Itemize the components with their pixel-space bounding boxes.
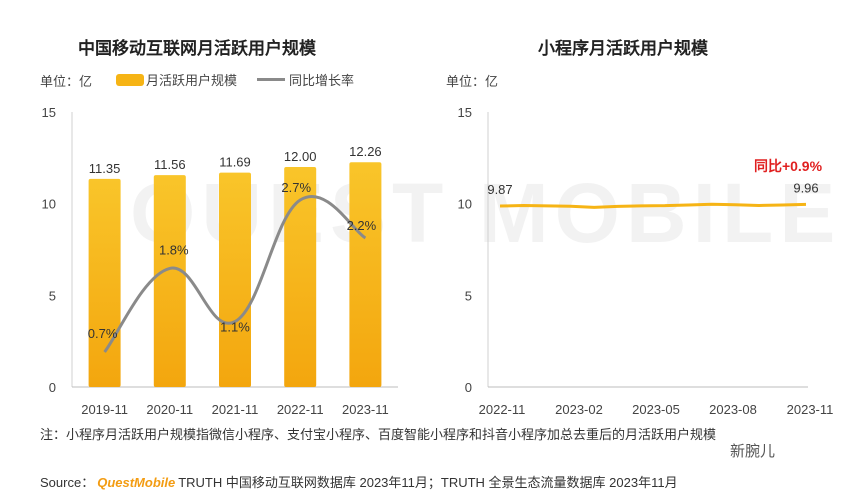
left-chart-legend: 月活跃用户规模 同比增长率 — [116, 70, 354, 89]
legend-line-label: 同比增长率 — [289, 73, 355, 88]
right-x-tick-label: 2023-11 — [787, 402, 834, 417]
left-y-tick-label: 5 — [49, 288, 56, 303]
bar — [349, 162, 382, 387]
left-y-tick-label: 15 — [42, 105, 56, 120]
left-y-tick-label: 0 — [49, 380, 56, 395]
right-x-tick-label: 2023-02 — [555, 402, 603, 417]
legend-bar-swatch — [116, 73, 144, 86]
source-prefix: Source： — [40, 475, 95, 490]
corner-watermark: 新腕儿 — [730, 443, 776, 460]
growth-rate-line — [103, 195, 367, 353]
legend-bar-label: 月活跃用户规模 — [146, 73, 238, 88]
right-x-tick-label: 2023-08 — [709, 402, 757, 417]
chart-note: 注：小程序月活跃用户规模指微信小程序、支付宝小程序、百度智能小程序和抖音小程序加… — [40, 427, 717, 442]
bar-value-label: 12.00 — [284, 149, 317, 164]
right-y-tick-label: 5 — [465, 288, 472, 303]
source-line: Source： QuestMobile TRUTH 中国移动互联网数据库 2023年… — [40, 472, 678, 491]
left-chart: 0 5 10 15 11.35 2019-11 11.56 2020-11 11.69 2021-… — [42, 105, 398, 417]
start-value-label: 9.87 — [487, 182, 512, 197]
bar — [219, 172, 251, 387]
left-x-tick-label: 2019-11 — [81, 402, 128, 417]
bar — [284, 167, 317, 387]
end-value-label: 9.96 — [793, 180, 818, 195]
growth-rate-label: 1.1% — [220, 320, 250, 335]
left-x-tick-label: 2021-11 — [212, 402, 259, 417]
bar-value-label: 11.35 — [89, 161, 121, 176]
growth-rate-label: 1.8% — [159, 242, 189, 257]
yoy-annotation: 同比+0.9% — [754, 158, 823, 174]
bar-value-label: 11.56 — [154, 157, 186, 172]
right-y-tick-label: 0 — [465, 380, 472, 395]
right-x-tick-label: 2023-05 — [632, 402, 680, 417]
bar — [88, 178, 121, 387]
legend-line-swatch — [257, 78, 286, 81]
source-brand: QuestMobile — [97, 475, 176, 490]
right-x-tick-label: 2022-11 — [479, 402, 526, 417]
right-chart-unit: 单位：亿 — [446, 74, 499, 89]
source-text: TRUTH 中国移动互联网数据库 2023年11月；TRUTH 全景生态流量数据… — [178, 475, 678, 490]
right-y-tick-label: 15 — [458, 105, 472, 120]
growth-rate-label: 2.2% — [347, 218, 377, 233]
right-chart: 0 5 10 15 9.87 9.96 同比+0.9% 2022-11 2023-02 2023-… — [458, 105, 834, 417]
left-x-tick-label: 2023-11 — [342, 402, 389, 417]
left-x-tick-label: 2022-11 — [277, 402, 324, 417]
bar — [153, 175, 186, 387]
left-chart-unit: 单位：亿 — [40, 74, 93, 89]
right-y-tick-label: 10 — [458, 197, 472, 212]
bar-value-label: 11.69 — [219, 155, 251, 170]
growth-rate-label: 0.7% — [88, 326, 118, 341]
growth-rate-label: 2.7% — [281, 180, 311, 195]
left-x-tick-label: 2020-11 — [146, 402, 193, 417]
right-chart-title: 小程序月活跃用户规模 — [538, 39, 708, 58]
left-y-tick-label: 10 — [42, 197, 56, 212]
bar-value-label: 12.26 — [349, 144, 382, 159]
miniprogram-mau-line — [499, 202, 807, 209]
left-chart-title: 中国移动互联网月活跃用户规模 — [78, 39, 316, 58]
